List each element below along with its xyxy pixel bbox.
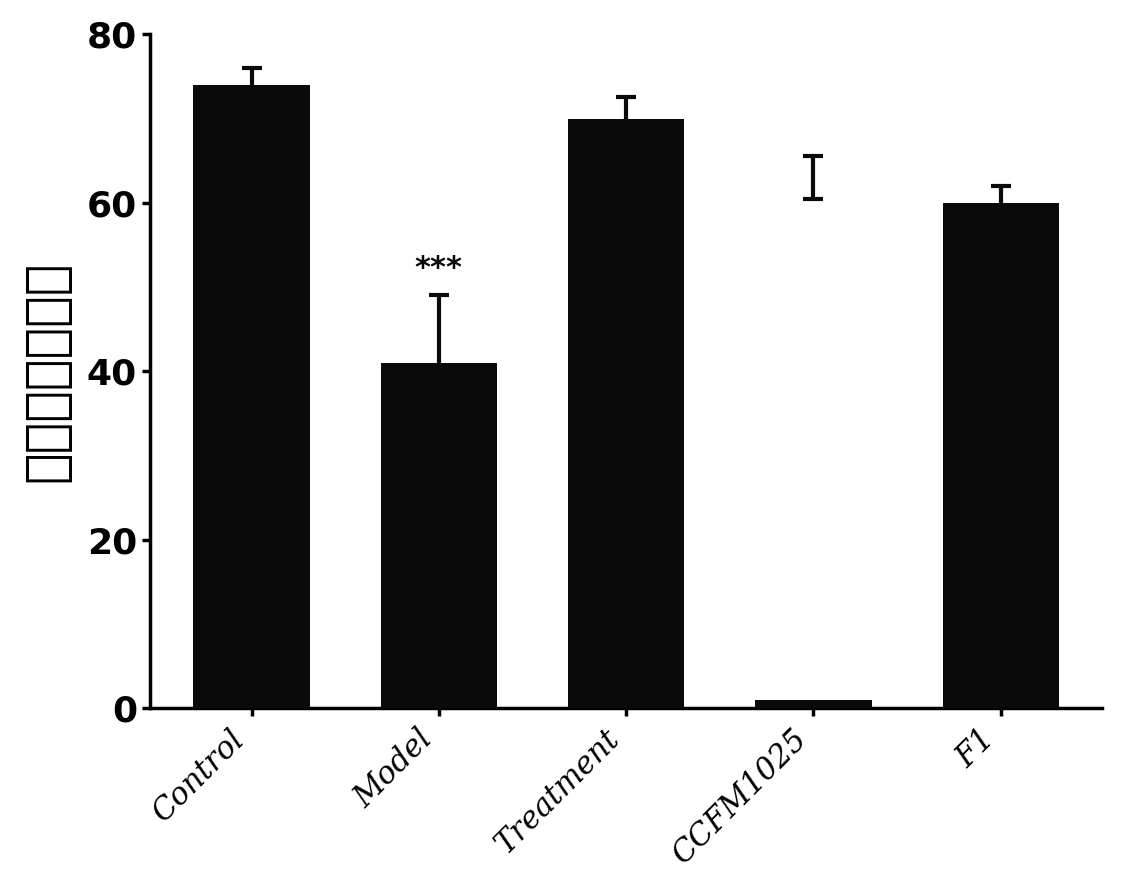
Bar (942, 203, 1059, 708)
Bar (381, 363, 496, 708)
Bar (756, 699, 871, 708)
Text: ***: *** (414, 254, 463, 282)
Bar (568, 119, 684, 708)
Bar (193, 85, 310, 708)
Y-axis label: 淋巴细胞百分比: 淋巴细胞百分比 (21, 260, 73, 482)
